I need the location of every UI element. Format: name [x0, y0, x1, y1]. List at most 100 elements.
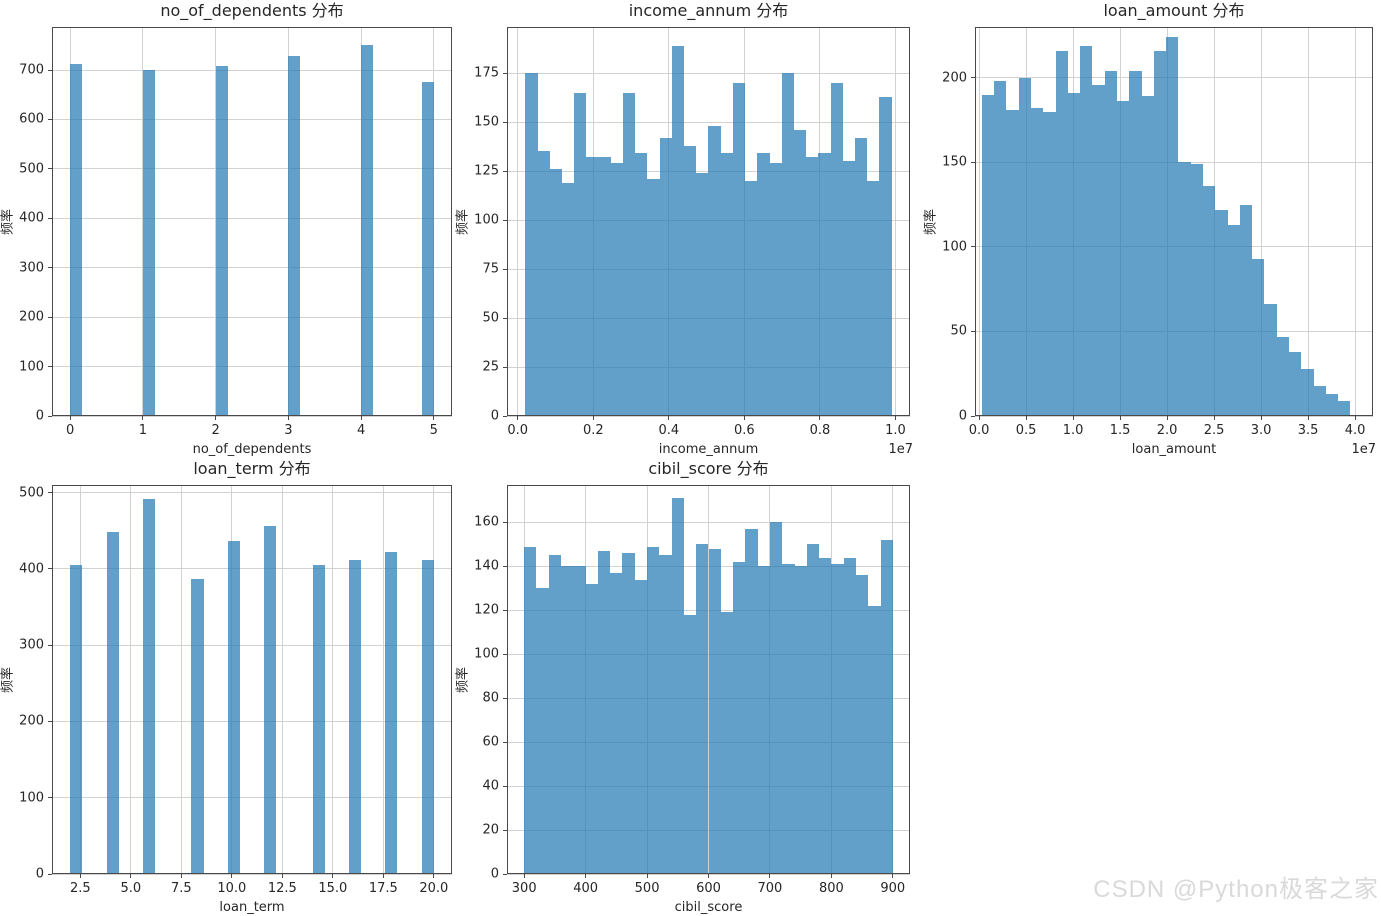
x-tick-mark	[517, 416, 519, 420]
x-gridline	[1354, 27, 1356, 416]
y-tick-mark	[48, 366, 52, 368]
histogram-bar	[610, 572, 623, 874]
histogram-bar	[745, 528, 758, 874]
y-tick-mark	[503, 317, 507, 319]
x-tick-label: 0.2	[582, 423, 604, 438]
y-gridline	[52, 873, 452, 875]
x-tick-label: 4	[356, 423, 366, 438]
x-tick-mark	[1072, 416, 1074, 420]
histogram-bar	[421, 82, 434, 416]
histogram-bar	[1141, 96, 1154, 416]
histogram-bar	[1239, 204, 1253, 416]
y-axis-label: 频率	[0, 208, 16, 235]
x-axis-offset-label: 1e7	[888, 442, 913, 457]
y-tick-mark	[48, 267, 52, 269]
histogram-bar	[1276, 336, 1289, 416]
histogram-bar	[720, 612, 734, 874]
y-gridline	[52, 69, 452, 71]
x-tick-label: 0.6	[734, 423, 755, 438]
histogram-bar	[536, 588, 549, 874]
histogram-bar	[361, 45, 374, 416]
y-gridline	[52, 644, 452, 646]
chart-loan-term: loan_term 分布 loan_term 频率 2.5 5.0 7.5 10.0 1…	[1, 459, 452, 915]
x-tick-label: 0	[66, 423, 75, 438]
histogram-bar	[794, 566, 807, 874]
x-tick-mark	[1260, 416, 1262, 420]
y-tick-label: 100	[19, 790, 44, 806]
y-gridline	[52, 797, 452, 799]
x-gridline	[1307, 27, 1309, 416]
histogram-bar	[757, 566, 770, 874]
histogram-bar	[647, 178, 660, 416]
y-tick-mark	[48, 492, 52, 494]
histogram-bar	[831, 564, 844, 874]
histogram-bar	[106, 532, 119, 874]
x-tick-label: 600	[696, 881, 721, 896]
y-tick-label: 150	[474, 114, 499, 130]
x-tick-label: 0.4	[658, 423, 680, 438]
histogram-bar	[525, 73, 538, 416]
y-tick-mark	[503, 219, 507, 221]
y-tick-label: 0	[958, 408, 967, 424]
plot-area	[52, 27, 452, 416]
x-tick-label: 2.0	[1156, 423, 1178, 438]
histogram-bar	[1264, 304, 1277, 416]
y-tick-mark	[971, 246, 975, 248]
histogram-bar	[1289, 351, 1302, 416]
chart-title: loan_amount 分布	[1103, 1, 1245, 20]
x-tick-mark	[215, 416, 217, 420]
histogram-bar	[1215, 209, 1228, 416]
histogram-bar	[769, 522, 783, 874]
y-axis-label: 频率	[923, 208, 939, 235]
x-tick-mark	[130, 874, 132, 878]
x-tick-label: 1	[138, 423, 148, 438]
histogram-bar	[1227, 224, 1240, 416]
histogram-bar	[733, 561, 746, 874]
y-gridline	[52, 366, 452, 368]
y-tick-mark	[503, 741, 507, 743]
x-tick-label: 2.5	[69, 881, 91, 896]
histogram-bar	[819, 557, 832, 874]
y-gridline	[507, 121, 910, 123]
histogram-bar	[573, 566, 586, 874]
y-tick-mark	[971, 415, 975, 417]
x-axis-label: no_of_dependents	[192, 442, 312, 457]
histogram-bar	[1252, 258, 1265, 416]
histogram-bar	[1092, 84, 1105, 416]
x-tick-mark	[433, 874, 435, 878]
x-tick-mark	[433, 416, 435, 420]
histogram-bar	[671, 498, 684, 874]
y-tick-label: 400	[19, 210, 44, 226]
y-tick-label: 0	[35, 408, 44, 424]
histogram-bar	[879, 96, 892, 416]
histogram-bar	[745, 180, 758, 416]
histogram-bar	[855, 575, 869, 874]
x-axis-label: income_annum	[658, 442, 759, 457]
x-tick-mark	[287, 416, 289, 420]
x-tick-mark	[585, 874, 587, 878]
histogram-bar	[659, 137, 672, 416]
y-gridline	[52, 415, 452, 417]
x-tick-label: 20.0	[419, 881, 449, 896]
x-tick-label: 800	[818, 881, 844, 896]
histogram-bar	[227, 540, 240, 874]
y-gridline	[975, 415, 1373, 417]
histogram-bar	[1006, 109, 1019, 416]
x-axis-offset-label: 1e7	[1351, 442, 1376, 457]
y-tick-label: 700	[19, 62, 44, 78]
histogram-bar	[1203, 185, 1216, 416]
x-tick-label: 0.0	[507, 423, 529, 438]
histogram-bar	[708, 548, 721, 874]
histogram-bar	[1117, 101, 1130, 416]
histogram-bar	[843, 557, 856, 874]
histogram-bar	[647, 546, 660, 874]
y-tick-mark	[48, 415, 52, 417]
y-tick-label: 100	[474, 646, 499, 662]
x-tick-label: 700	[757, 881, 783, 896]
x-gridline	[130, 485, 132, 874]
y-tick-label: 120	[474, 602, 499, 618]
y-tick-mark	[503, 415, 507, 417]
histogram-bar	[1338, 400, 1351, 416]
x-tick-mark	[743, 416, 745, 420]
x-axis-label: cibil_score	[674, 900, 743, 915]
